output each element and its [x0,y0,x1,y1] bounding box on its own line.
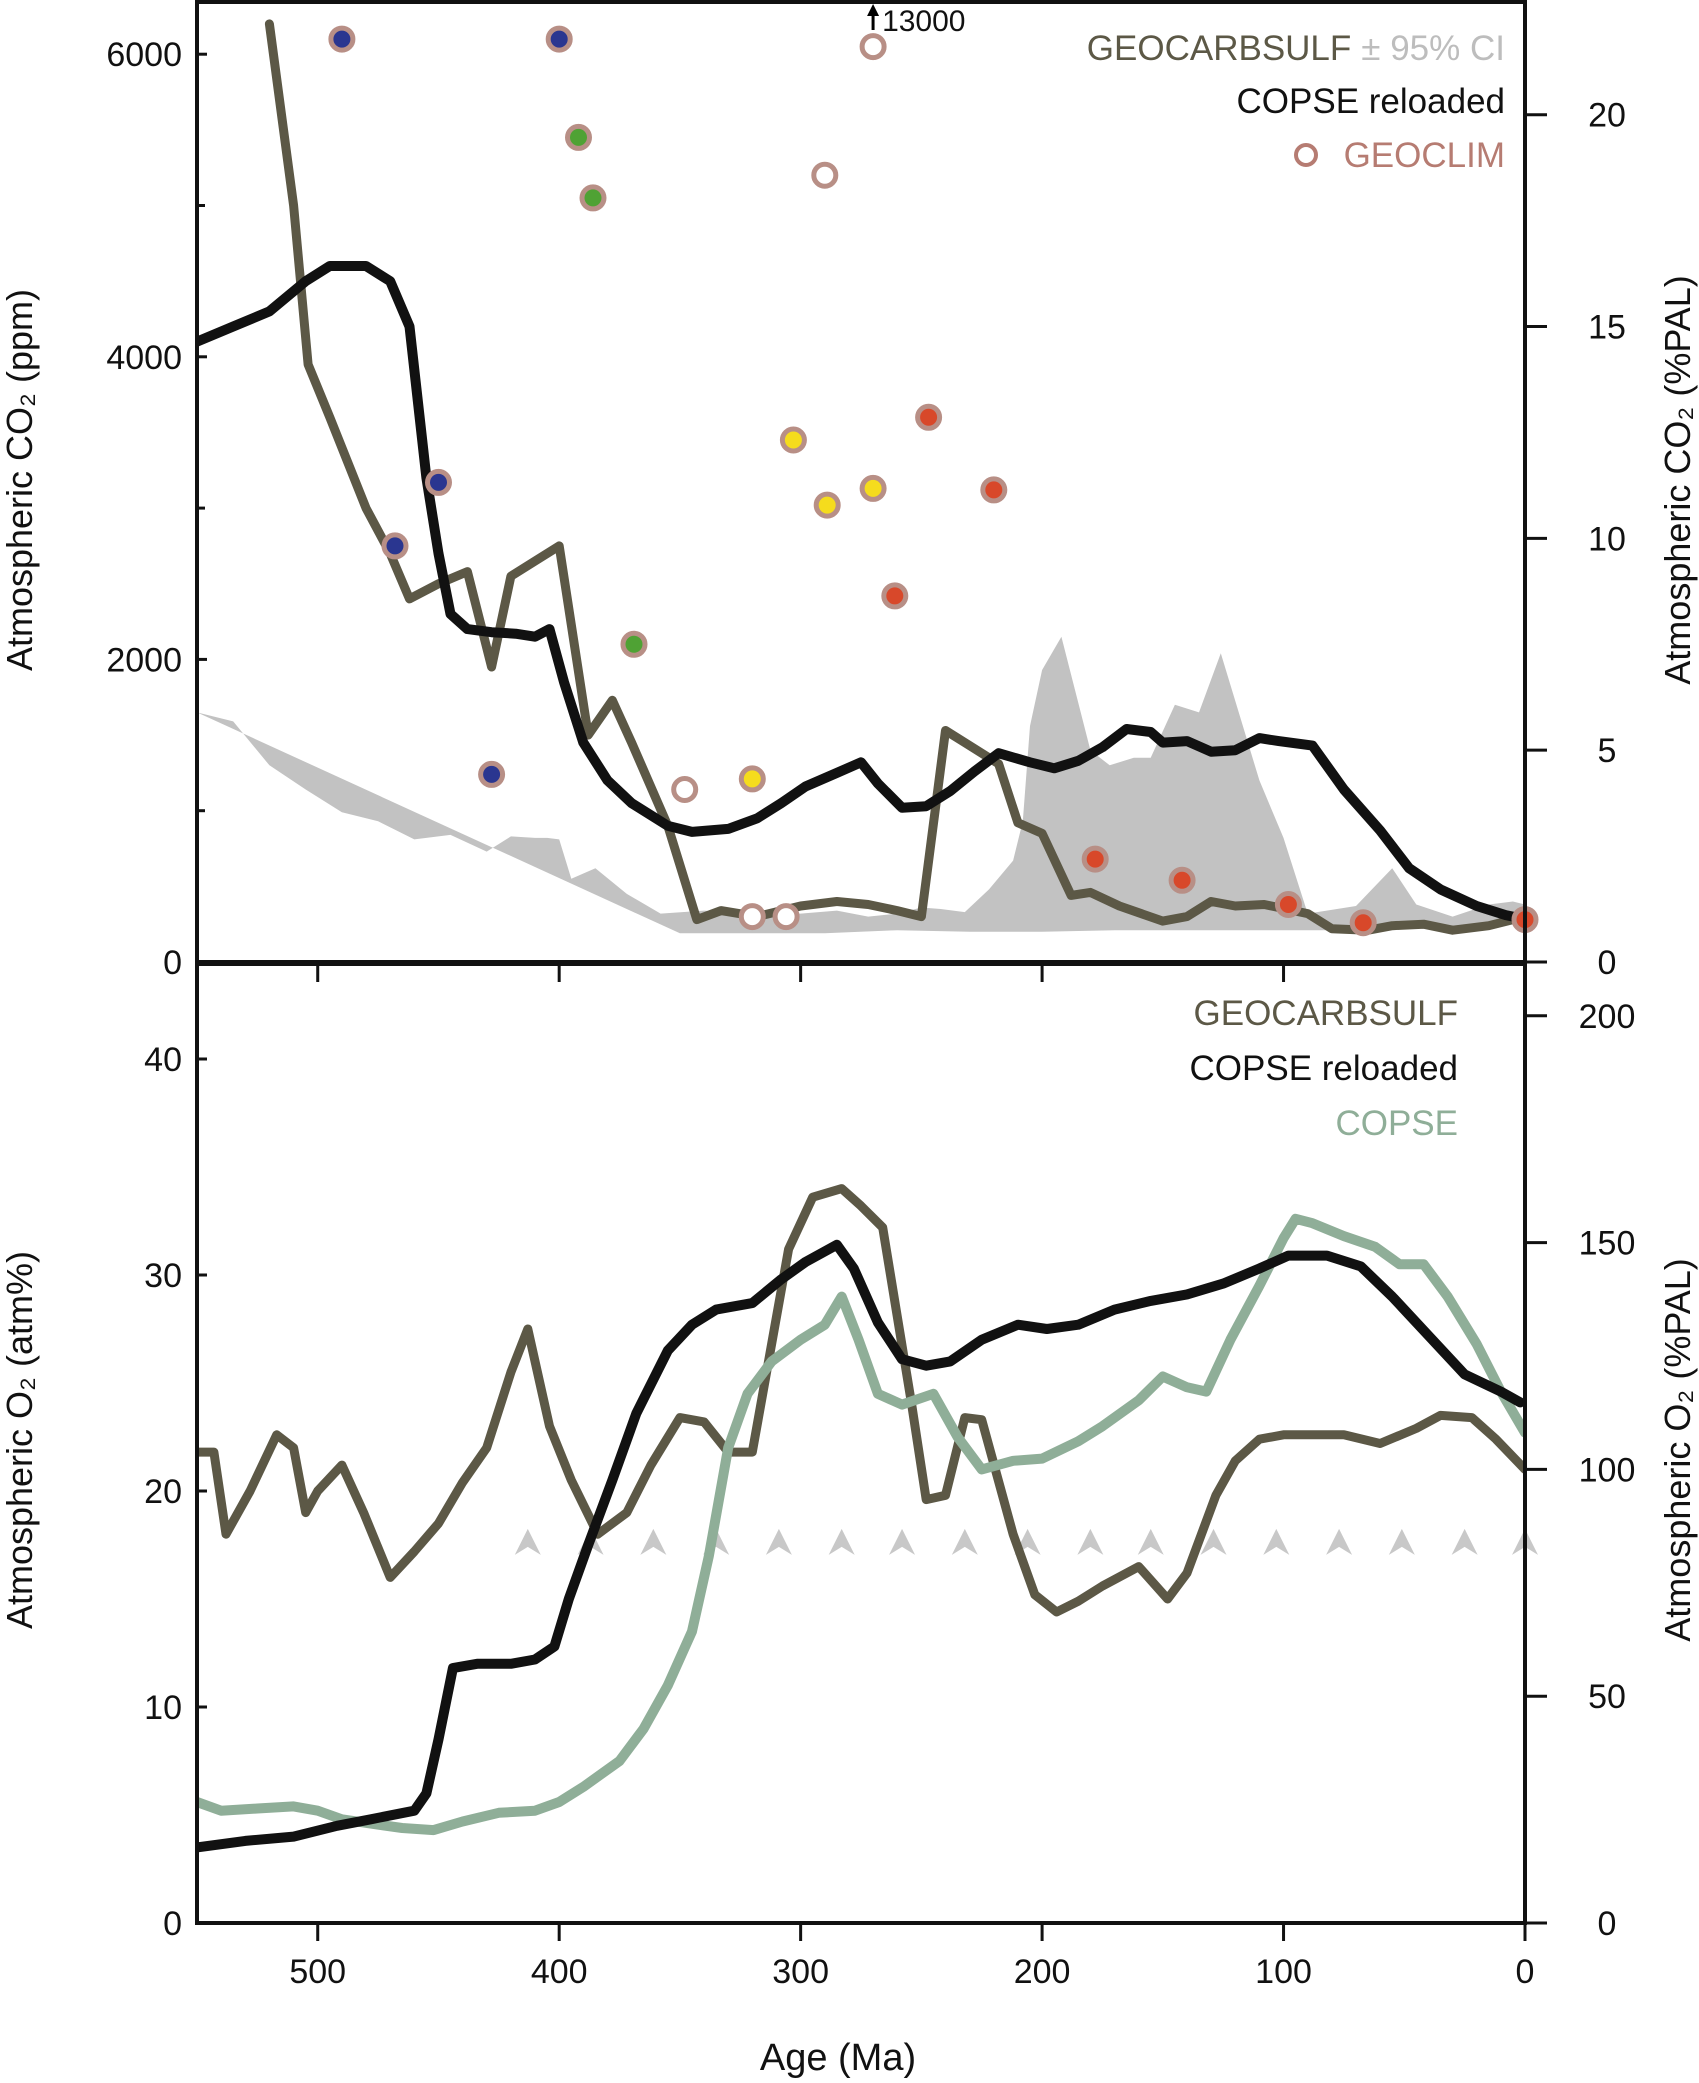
geoclim-point-17 [1168,866,1196,894]
right-tick-label: 10 [1588,520,1626,558]
left-tick-label: 4000 [106,339,182,377]
bottom-left-axis-label: Atmospheric O₂ (atm%) [0,1251,40,1629]
legend-label-geocarbsulf: GEOCARBSULF [1087,29,1352,68]
left-tick-label: 0 [163,1905,182,1943]
arrow-marker-16 [1451,1528,1478,1555]
geoclim-point-18 [1274,891,1302,918]
geoclim-point-12 [738,765,766,793]
arrow-marker-14 [1326,1528,1353,1555]
right-tick-label: 150 [1579,1225,1636,1263]
series-line-copse-reloaded-co2 [197,261,1526,924]
geoclim-point-16 [1081,845,1109,873]
x-axis-label: Age (Ma) [760,2037,916,2079]
arrow-marker-6 [828,1528,855,1555]
arrow-markers [514,1528,1538,1555]
x-tick-label: 200 [1014,1953,1071,1991]
bottom-plot-area [197,1184,1527,1853]
right-tick-label: 100 [1579,1451,1636,1489]
geoclim-point-9 [779,426,807,454]
top-panel-co2: 13000 0 2000 4000 6000 0 5 10 15 20 Atmospheric… [0,0,1698,982]
right-tick-label: 5 [1598,732,1617,770]
top-plot-area [197,19,1527,935]
top-left-ticks: 0 2000 4000 6000 [106,36,207,982]
x-tick-label: 400 [531,1953,588,1991]
legend-item-copse-bottom: COPSE [1335,1104,1458,1143]
right-tick-label: 20 [1588,97,1626,135]
series-line-geocarbsulf-co2 [264,19,1527,935]
geocarbsulf-confidence-band [197,636,1525,934]
bottom-right-axis-label: Atmospheric O₂ (%PAL) [1657,1258,1698,1641]
geoclim-point-10 [813,491,841,519]
x-axis-ticks: 500 400 300 200 100 0 [289,963,1534,1991]
bottom-right-ticks: 0 50 100 150 200 [1525,998,1635,1943]
top-left-axis-label: Atmospheric CO₂ (ppm) [0,289,40,671]
geoclim-point-24 [738,903,766,931]
left-tick-label: 20 [144,1473,182,1511]
legend-item-copse-reloaded-bottom: COPSE reloaded [1190,1049,1458,1088]
geoclim-point-11 [859,474,887,502]
geoclim-point-7 [579,184,607,212]
arrow-marker-8 [951,1528,978,1555]
geoclim-point-25 [772,903,800,931]
right-tick-label: 0 [1598,944,1617,982]
x-tick-label: 0 [1516,1953,1535,1991]
right-tick-label: 15 [1588,309,1626,347]
x-tick-label: 500 [289,1953,346,1991]
left-tick-label: 2000 [106,641,182,679]
left-tick-label: 0 [163,944,182,982]
arrow-marker-11 [1137,1528,1164,1555]
arrow-marker-15 [1388,1528,1415,1555]
arrow-marker-5 [765,1528,792,1555]
legend-item-geoclim: GEOCLIM [1344,136,1505,175]
bottom-legend: GEOCARBSULF COPSE reloaded COPSE [1190,994,1458,1143]
series-line-copse-reloaded-o2 [197,1239,1526,1853]
geoclim-point-13 [881,582,909,610]
annotation-arrowhead [867,4,880,16]
left-tick-label: 10 [144,1689,182,1727]
geoclim-point-21 [859,33,887,61]
right-tick-label: 50 [1588,1678,1626,1716]
left-tick-label: 40 [144,1041,182,1079]
annotation-13000: 13000 [867,4,966,38]
geoclim-point-4 [425,468,452,496]
left-tick-label: 30 [144,1257,182,1295]
legend-geoclim-ring-icon [1294,143,1318,167]
geoclim-point-2 [545,25,573,53]
right-tick-label: 200 [1579,998,1636,1036]
annotation-text: 13000 [882,5,965,38]
series-line-copse-o2 [197,1213,1527,1836]
legend-item-copse-reloaded-top: COPSE reloaded [1237,82,1505,121]
legend-label-ci: ± 95% CI [1361,29,1505,68]
geoclim-point-5 [478,760,506,788]
top-right-ticks: 0 5 10 15 20 [1525,97,1626,982]
legend-item-geocarbsulf-top: GEOCARBSULF ± 95% CI [1087,29,1505,68]
top-right-axis-label: Atmospheric CO₂ (%PAL) [1657,275,1698,684]
legend-item-geocarbsulf-bottom: GEOCARBSULF [1194,994,1459,1033]
arrow-marker-13 [1263,1528,1290,1555]
geoclim-point-15 [980,476,1008,504]
right-tick-label: 0 [1598,1905,1617,1943]
geoclim-point-8 [620,630,648,658]
arrow-marker-3 [640,1528,667,1555]
arrow-marker-7 [889,1528,916,1555]
arrow-marker-10 [1077,1528,1104,1555]
x-tick-label: 100 [1255,1953,1312,1991]
geoclim-point-22 [811,161,839,189]
geoclim-point-6 [565,123,592,151]
left-tick-label: 6000 [106,36,182,74]
geoclim-point-19 [1349,909,1377,937]
x-tick-label: 300 [772,1953,829,1991]
geoclim-point-3 [381,532,409,560]
geoclim-point-1 [328,25,356,53]
geoclim-point-23 [671,776,699,803]
bottom-left-ticks: 0 10 20 30 40 [144,1041,207,1943]
arrow-marker-1 [514,1528,541,1555]
top-legend: GEOCARBSULF ± 95% CI COPSE reloaded GEOCL… [1087,29,1505,175]
geoclim-points [328,25,1539,937]
arrow-marker-12 [1200,1528,1227,1555]
geoclim-point-14 [915,403,943,431]
series-line-geocarbsulf-o2 [197,1184,1527,1617]
